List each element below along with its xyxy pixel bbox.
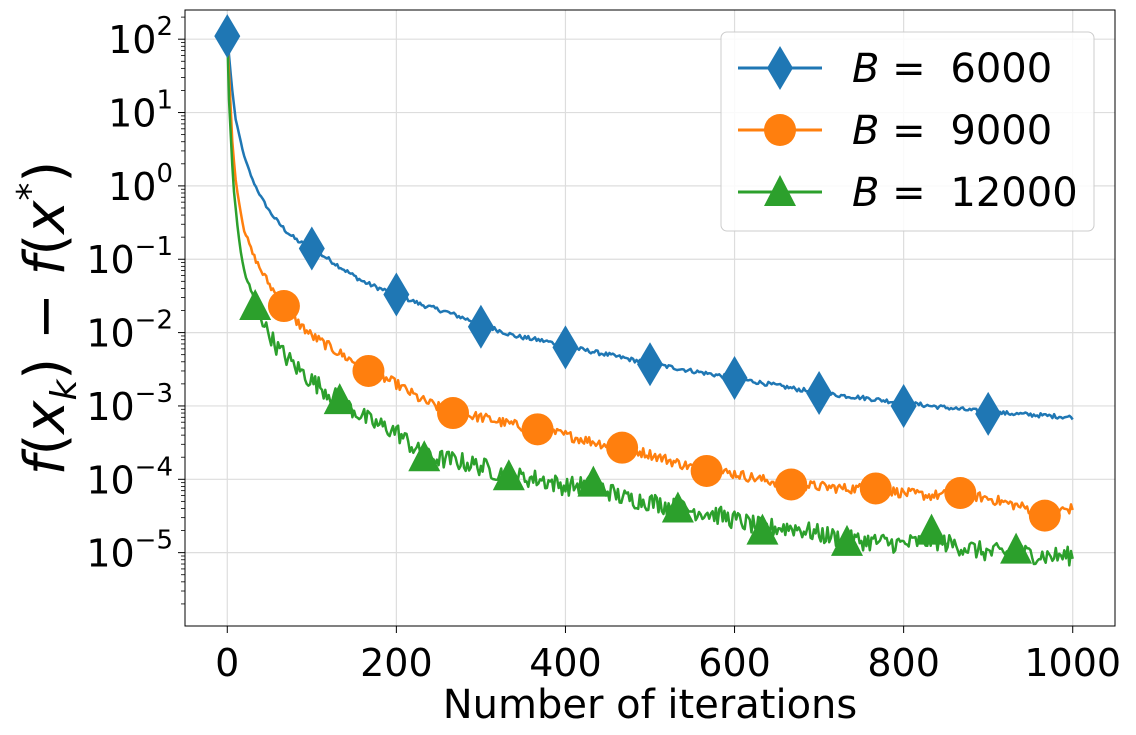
data-point-triangle — [323, 383, 356, 415]
legend: B = 6000 B = 9000 B = 12000 — [720, 31, 1095, 232]
data-point-diamond — [890, 383, 917, 428]
data-point-diamond — [552, 325, 579, 370]
y-tick-label: 10−3 — [86, 379, 173, 429]
data-point-circle — [437, 397, 470, 430]
data-point-triangle — [661, 491, 694, 523]
y-tick-label: 101 — [108, 86, 173, 136]
y-tick-label: 10−1 — [86, 232, 173, 282]
data-point-diamond — [383, 272, 410, 317]
x-tick-label: 1000 — [1024, 641, 1121, 685]
legend-box — [720, 31, 1095, 232]
x-tick-label: 400 — [529, 641, 602, 685]
data-point-diamond — [214, 14, 241, 59]
x-tick-label: 600 — [698, 641, 771, 685]
x-axis-title: Number of iterations — [443, 682, 858, 728]
data-point-triangle — [577, 465, 610, 497]
data-point-circle — [1028, 499, 1061, 532]
data-point-diamond — [721, 356, 748, 401]
data-point-diamond — [467, 304, 494, 349]
legend-label-b12000: B = 12000 — [852, 170, 1078, 216]
series-markers — [214, 14, 1061, 564]
data-point-triangle — [830, 524, 863, 556]
axis-ticks: 0 200 400 600 800 1000 102 101 100 10−1 10−2 10−3 10… — [86, 12, 1121, 685]
y-tick-label: 10−2 — [86, 306, 173, 356]
legend-marker-b6000 — [767, 46, 793, 90]
legend-marker-b9000 — [764, 114, 796, 146]
legend-label-b6000: B = 6000 — [852, 46, 1052, 92]
data-point-diamond — [806, 371, 833, 416]
y-axis-title: f(xk) − f(x*) — [10, 161, 85, 476]
grid — [185, 10, 1115, 626]
data-point-triangle — [1000, 532, 1033, 564]
data-point-triangle — [492, 459, 525, 491]
data-point-triangle — [915, 513, 948, 545]
data-point-triangle — [239, 289, 272, 321]
data-point-circle — [606, 431, 639, 464]
y-tick-label: 100 — [108, 159, 173, 209]
data-point-triangle — [408, 440, 441, 472]
x-tick-label: 0 — [215, 641, 239, 685]
data-point-circle — [859, 472, 892, 505]
data-point-diamond — [298, 226, 325, 271]
y-tick-label: 102 — [108, 12, 173, 62]
y-tick-label: 10−5 — [86, 526, 173, 576]
data-point-circle — [944, 477, 977, 510]
data-point-diamond — [637, 342, 663, 387]
plot-frame — [184, 9, 1116, 627]
data-point-circle — [352, 354, 385, 387]
data-point-circle — [267, 290, 300, 323]
data-point-circle — [690, 454, 723, 487]
legend-label-b9000: B = 9000 — [852, 108, 1052, 154]
legend-marker-b12000 — [764, 175, 796, 206]
data-point-diamond — [975, 391, 1002, 436]
data-point-circle — [521, 413, 554, 446]
data-point-circle — [775, 468, 808, 501]
x-tick-label: 200 — [360, 641, 433, 685]
x-tick-label: 800 — [867, 641, 940, 685]
data-point-triangle — [746, 513, 779, 545]
y-tick-label: 10−4 — [86, 452, 173, 502]
